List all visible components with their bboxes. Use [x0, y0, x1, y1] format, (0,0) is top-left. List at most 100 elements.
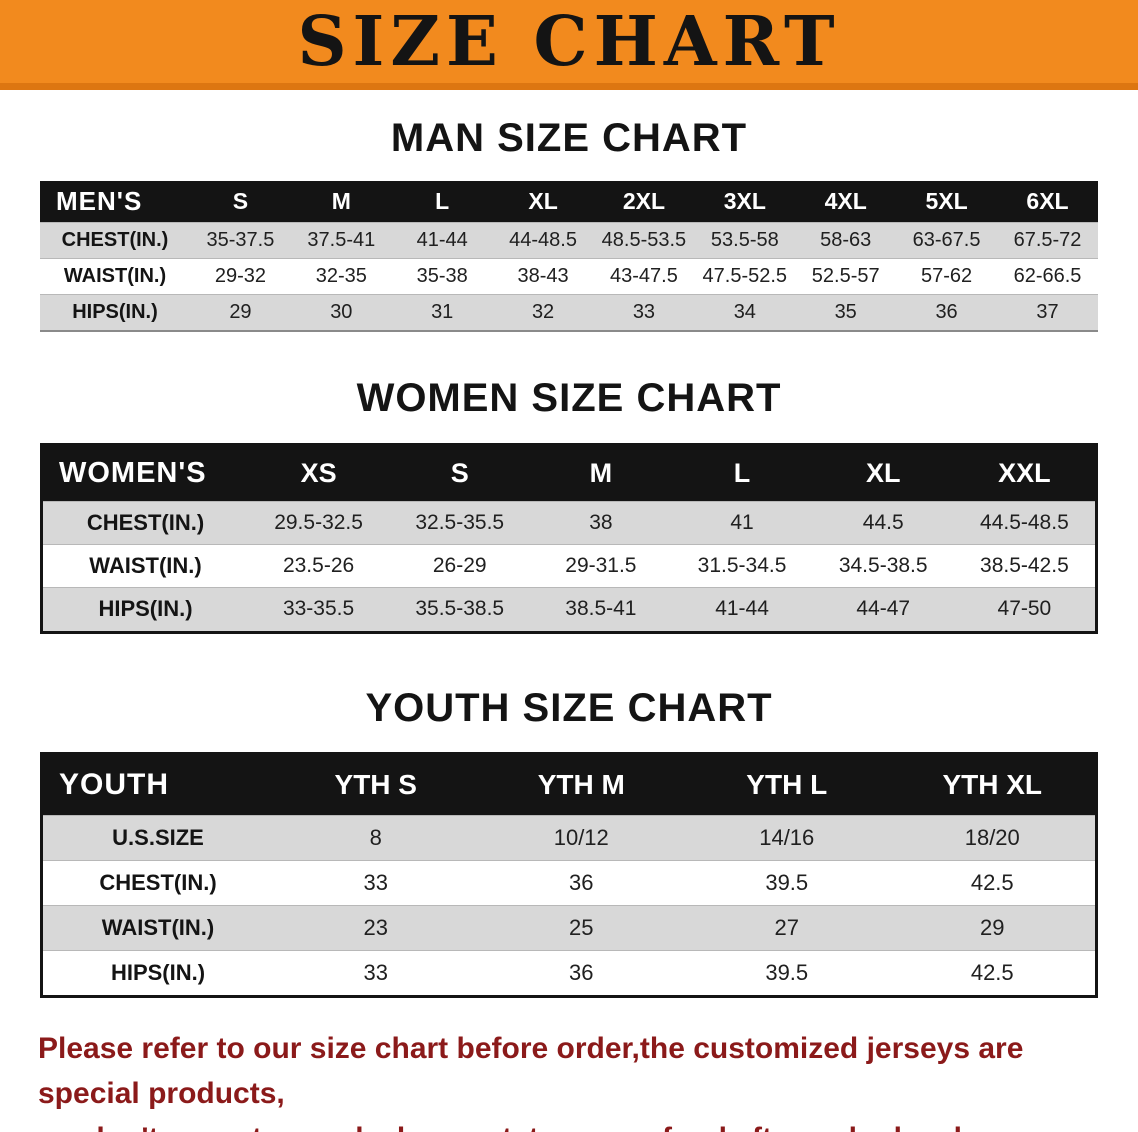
size-value: 8 — [369, 824, 382, 850]
size-value: 29 — [229, 301, 252, 324]
size-value: 33 — [632, 301, 656, 324]
size-value: 41-44 — [416, 229, 468, 252]
size-value: 42.5 — [970, 869, 1014, 895]
size-value: 34.5-38.5 — [838, 554, 928, 578]
women-table: WOMEN'S XS S M L XL XXL CHEST(IN.) 29.5-32.5 32.5… — [43, 445, 1095, 631]
page-title: SIZE CHART — [297, 1, 841, 82]
size-value: 25 — [569, 914, 594, 940]
table-row: WAIST(IN.) 29-32 32-35 35-38 38-43 43-47.5 47.… — [40, 258, 1098, 295]
size-value: 33 — [363, 869, 388, 895]
column-header: XL — [492, 180, 594, 223]
size-value: 47.5-52.5 — [702, 265, 788, 288]
table-row: HIPS(IN.) 33 36 39.5 42.5 — [43, 950, 1095, 996]
women-size-table-container: WOMEN'S XS S M L XL XXL CHEST(IN.) 29.5-32.5 32.5… — [40, 442, 1098, 634]
youth-table: YOUTH YTH S YTH M YTH L YTH XL U.S.SIZE 8 10/12… — [43, 755, 1095, 996]
column-header: L — [391, 180, 493, 223]
row-label: WAIST(IN.) — [89, 553, 202, 579]
column-header: M — [530, 445, 672, 502]
row-label: HIPS(IN.) — [110, 960, 206, 986]
row-label: CHEST(IN.) — [99, 869, 217, 895]
size-value: 23 — [363, 914, 388, 940]
size-value: 67.5-72 — [1013, 229, 1082, 252]
size-value: 31.5-34.5 — [697, 554, 787, 578]
size-value: 18/20 — [964, 824, 1020, 850]
size-value: 33 — [363, 960, 388, 986]
youth-section-heading: YOUTH SIZE CHART — [365, 685, 773, 730]
table-row: CHEST(IN.) 33 36 39.5 42.5 — [43, 860, 1095, 906]
size-value: 30 — [330, 301, 353, 324]
size-value: 29-32 — [214, 265, 267, 288]
table-row: U.S.SIZE 8 10/12 14/16 18/20 — [43, 815, 1095, 861]
column-header: XXL — [953, 445, 1095, 502]
size-value: 35.5-38.5 — [415, 597, 505, 621]
column-header: S — [190, 180, 291, 223]
table-title-cell: YOUTH — [43, 755, 273, 816]
size-value: 36 — [935, 301, 958, 324]
column-header: 4XL — [795, 180, 897, 223]
header-row: WOMEN'S XS S M L XL XXL — [43, 445, 1095, 502]
table-row: CHEST(IN.) 35-37.5 37.5-41 41-44 44-48.5 48.5… — [40, 222, 1098, 259]
column-header: YTH XL — [889, 755, 1095, 816]
table-row: WAIST(IN.) 23 25 27 29 — [43, 905, 1095, 951]
table-row: CHEST(IN.) 29.5-32.5 32.5-35.5 38 41 44.5 44.5… — [43, 501, 1095, 545]
column-header: YTH L — [684, 755, 890, 816]
size-value: 38.5-41 — [565, 597, 637, 621]
size-value: 41 — [730, 511, 754, 535]
men-table: MEN'S S M L XL 2XL 3XL 4XL 5XL 6XL CHEST(IN.) 35-37… — [40, 180, 1098, 332]
size-value: 44-47 — [856, 597, 911, 621]
column-header: YTH S — [273, 755, 479, 816]
table-row: HIPS(IN.) 29 30 31 32 33 34 35 36 37 — [40, 294, 1098, 331]
header-row: YOUTH YTH S YTH M YTH L YTH XL — [43, 755, 1095, 816]
size-value: 37 — [1036, 301, 1059, 324]
header-row: MEN'S S M L XL 2XL 3XL 4XL 5XL 6XL — [40, 180, 1098, 223]
size-value: 34 — [733, 301, 756, 324]
table-row: WAIST(IN.) 23.5-26 26-29 29-31.5 31.5-34.5 34… — [43, 544, 1095, 588]
size-value: 63-67.5 — [912, 229, 981, 252]
row-label: HIPS(IN.) — [98, 596, 193, 622]
size-value: 44.5-48.5 — [980, 511, 1069, 535]
disclaimer: Please refer to our size chart before or… — [0, 1026, 1138, 1132]
youth-size-table-container: YOUTH YTH S YTH M YTH L YTH XL U.S.SIZE 8 10/12… — [40, 752, 1098, 999]
column-header: 5XL — [896, 180, 997, 223]
size-value: 29.5-32.5 — [274, 511, 363, 535]
size-value: 35-37.5 — [206, 229, 275, 252]
table-title-cell: WOMEN'S — [43, 445, 248, 502]
column-header: M — [290, 180, 392, 223]
size-value: 38.5-42.5 — [980, 554, 1069, 578]
size-value: 62-66.5 — [1013, 265, 1082, 288]
size-value: 42.5 — [970, 960, 1014, 986]
column-header: 3XL — [694, 180, 796, 223]
size-value: 57-62 — [920, 265, 973, 288]
size-value: 35 — [834, 301, 857, 324]
row-label: CHEST(IN.) — [86, 510, 205, 536]
size-value: 29-31.5 — [565, 554, 637, 578]
size-value: 36 — [569, 869, 594, 895]
size-value: 47-50 — [997, 597, 1052, 621]
size-value: 53.5-58 — [710, 229, 779, 252]
table-row: HIPS(IN.) 33-35.5 35.5-38.5 38.5-41 41-44 44-… — [43, 587, 1095, 631]
size-value: 38-43 — [517, 265, 569, 288]
size-value: 26-29 — [432, 554, 487, 578]
size-value: 27 — [774, 914, 799, 940]
size-value: 48.5-53.5 — [601, 229, 687, 252]
size-value: 35-38 — [416, 265, 468, 288]
size-value: 14/16 — [759, 824, 815, 850]
column-header: XL — [812, 445, 954, 502]
row-label: CHEST(IN.) — [61, 229, 169, 252]
size-value: 37.5-41 — [307, 229, 376, 252]
disclaimer-line-2: we don't accept cancel, change, teturn o… — [38, 1116, 1100, 1132]
men-section-heading: MAN SIZE CHART — [390, 116, 748, 160]
disclaimer-line-1: Please refer to our size chart before or… — [38, 1032, 1024, 1111]
size-value: 32-35 — [315, 265, 367, 288]
women-section: WOMEN SIZE CHART WOMEN'S XS S M L XL XXL CHEST(… — [0, 376, 1138, 634]
youth-section: YOUTH SIZE CHART YOUTH YTH S YTH M YTH L YTH… — [0, 686, 1138, 999]
table-title-cell: MEN'S — [40, 180, 190, 223]
size-value: 39.5 — [765, 960, 809, 986]
size-value: 23.5-26 — [282, 554, 355, 578]
women-section-heading: WOMEN SIZE CHART — [356, 375, 782, 420]
men-section: MAN SIZE CHART MEN'S S M L XL 2XL 3XL 4XL 5XL 6XL… — [0, 116, 1138, 332]
size-value: 10/12 — [553, 824, 609, 850]
size-value: 41-44 — [715, 597, 769, 621]
column-header: 2XL — [593, 180, 695, 223]
